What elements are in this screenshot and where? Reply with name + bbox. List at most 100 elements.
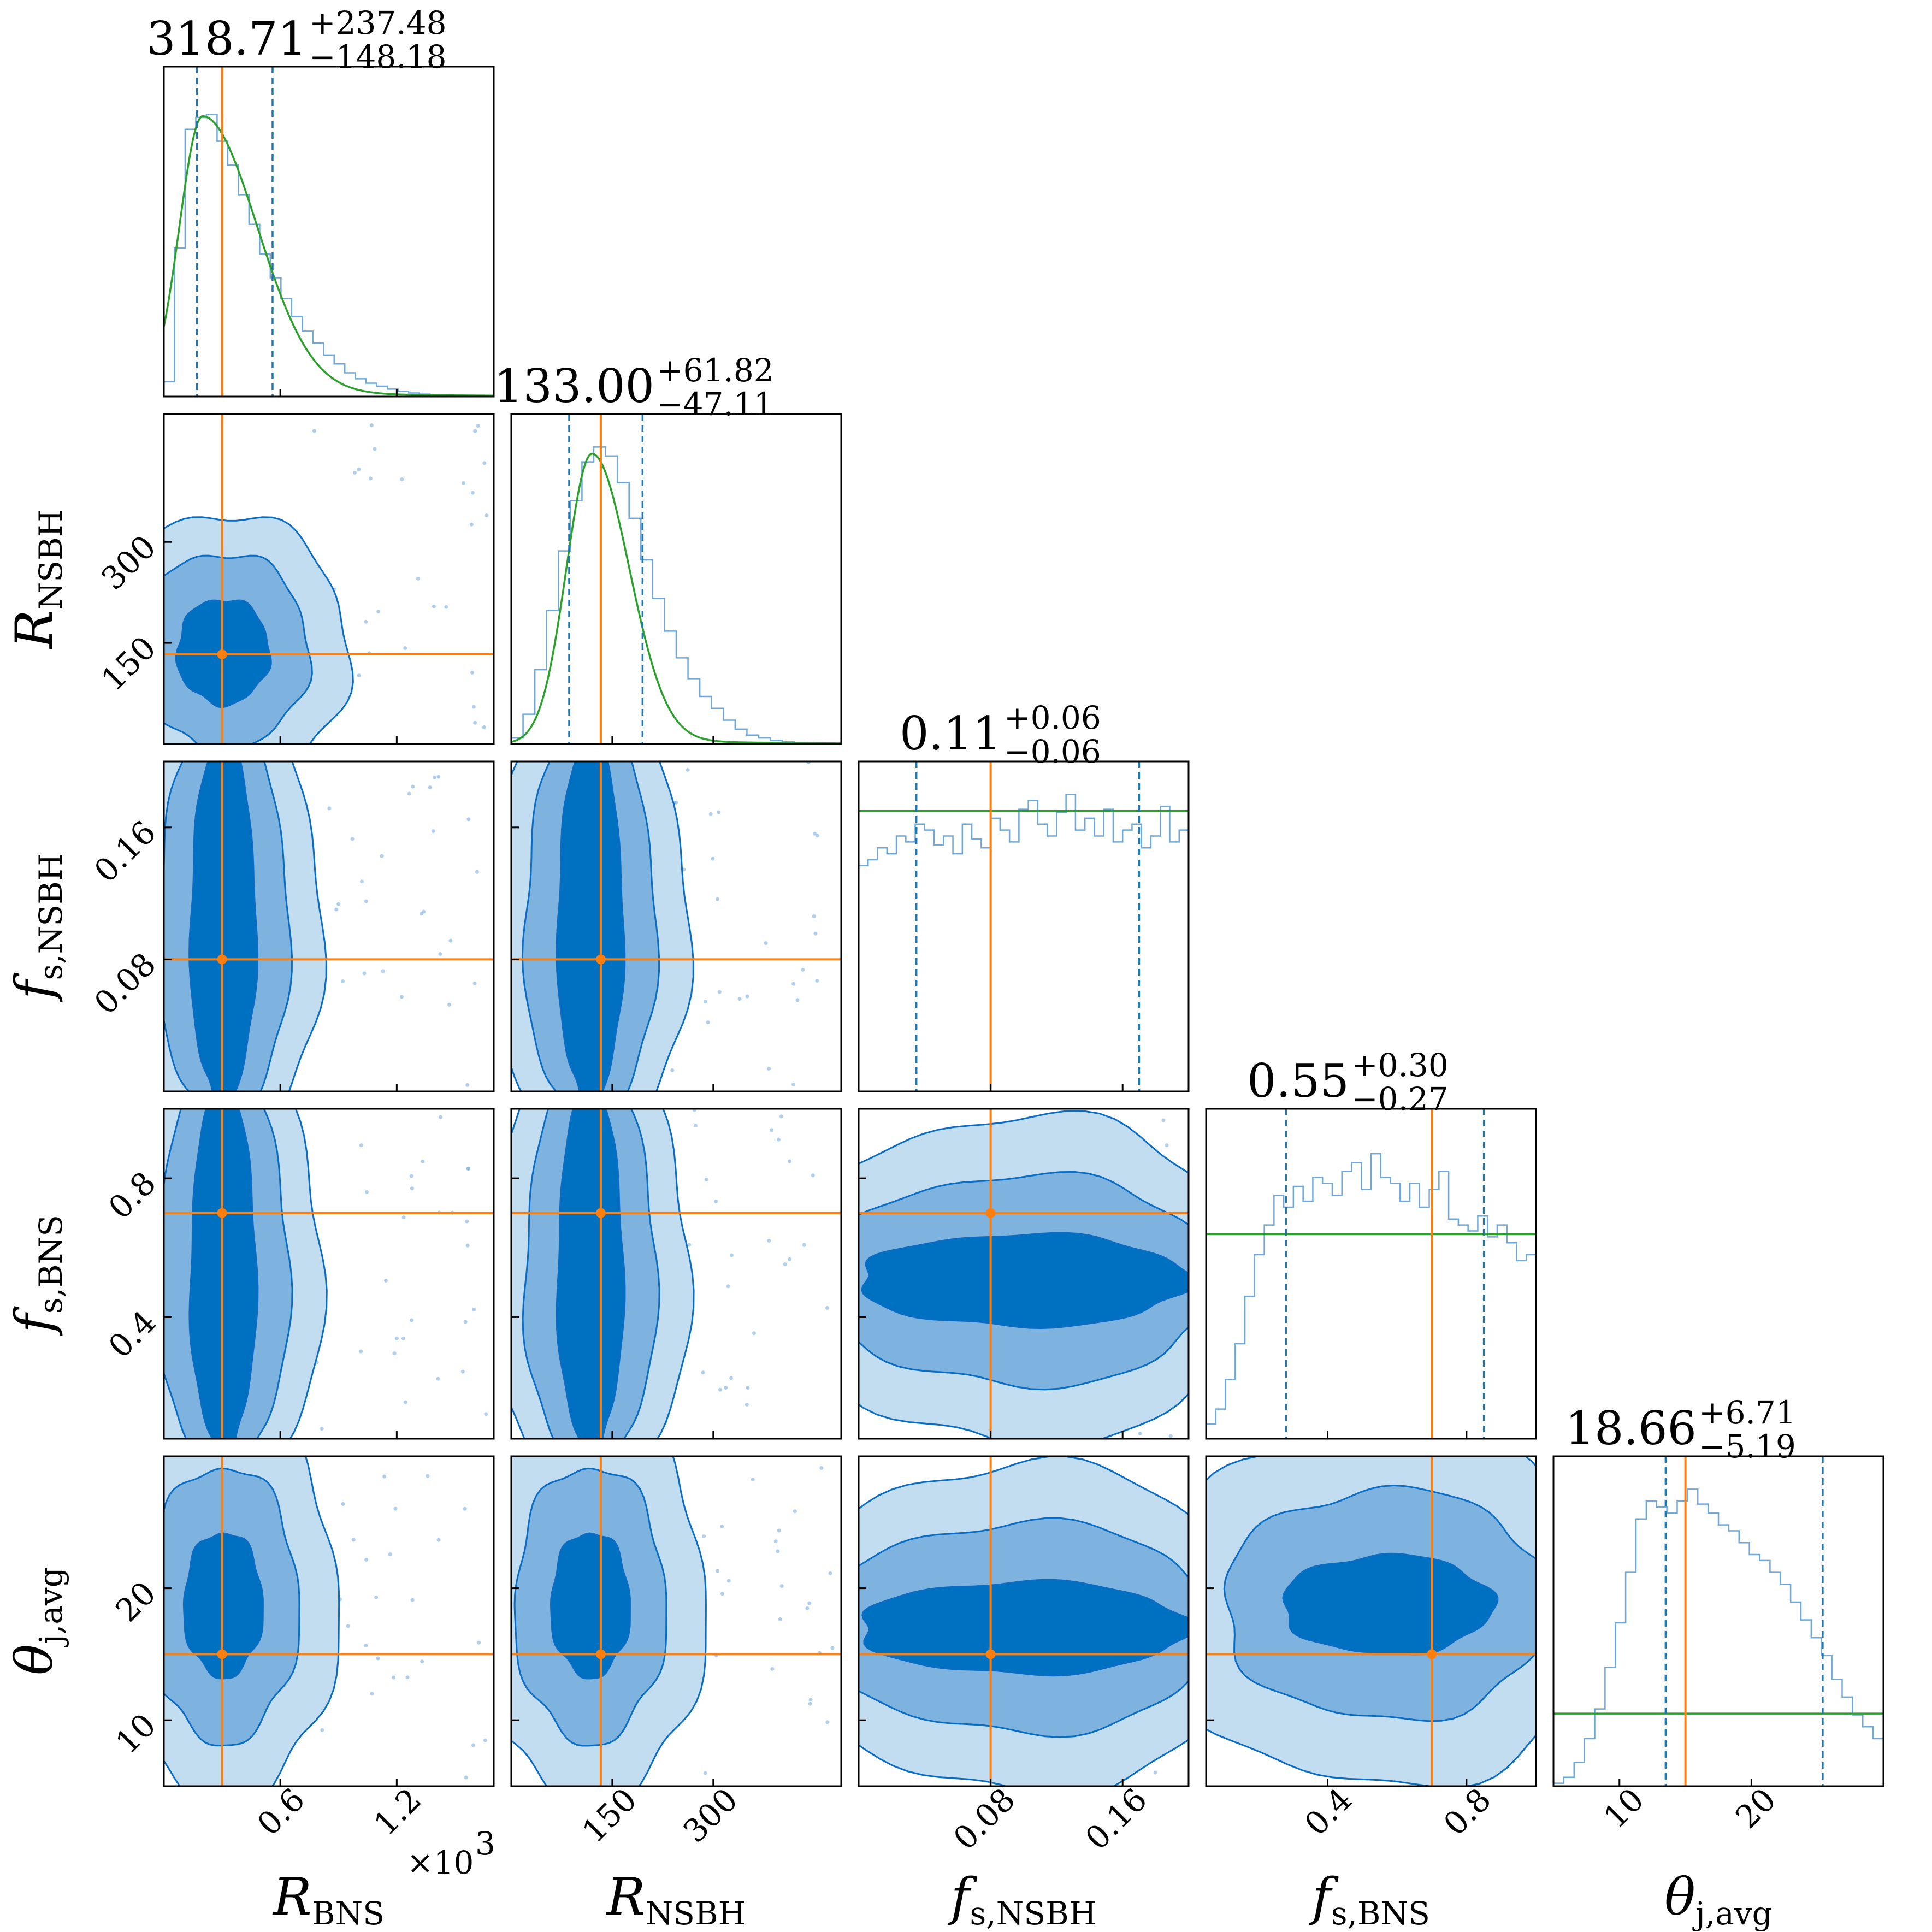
x-axis-label-f_s_BNS: fs,BNS: [1309, 1868, 1430, 1932]
scatter-dot: [473, 720, 477, 725]
frame-theta_j_avg-vs-f_s_BNS: [1205, 1455, 1537, 1787]
scatter-dot: [320, 1427, 324, 1431]
scatter-dot: [469, 522, 474, 527]
contours-f_s_BNS-vs-f_s_NSBH: [859, 1109, 1189, 1439]
truth-point: [217, 649, 227, 660]
x-multiplier-R_BNS: ×10: [407, 1844, 474, 1881]
y-tick-label-f_s_NSBH: 0.08: [87, 946, 163, 1021]
contour-level-inner: [188, 1109, 259, 1439]
contour-level-inner: [182, 1532, 264, 1680]
axis-symbol: θ: [5, 1644, 64, 1675]
scatter-dot: [779, 1584, 784, 1588]
scatter-dot: [783, 1262, 787, 1266]
scatter-dot: [791, 1082, 796, 1086]
scatter-dot: [465, 1219, 469, 1224]
axis-subscript: s,BNS: [32, 1215, 69, 1314]
title-plus-R_BNS: +237.48: [309, 4, 447, 42]
scatter-dot: [368, 476, 373, 481]
x-axis-label-R_NSBH: RNSBH: [606, 1868, 746, 1932]
panel-R_NSBH-vs-R_BNS: [163, 413, 495, 745]
scatter-dot: [407, 791, 411, 796]
scatter-dot: [409, 1174, 413, 1178]
scatter-dot: [482, 461, 487, 465]
scatter-dot: [1161, 1118, 1166, 1122]
scatter-dot: [472, 981, 477, 985]
scatter-dot: [359, 879, 364, 884]
scatter-dot: [801, 967, 805, 972]
histogram-f_s_BNS: [1205, 1153, 1537, 1439]
scatter-dot: [364, 1190, 369, 1194]
scatter-dot: [422, 909, 426, 914]
scatter-dot: [438, 952, 442, 956]
scatter-dot: [776, 1549, 780, 1553]
scatter-dot: [805, 1606, 810, 1610]
contours-f_s_NSBH-vs-R_NSBH: [511, 761, 841, 1091]
x-tick-label-theta_j_avg: 10: [1597, 1781, 1651, 1835]
scatter-dot: [374, 1595, 379, 1599]
frame-f_s_NSBH-vs-R_NSBH: [510, 760, 842, 1092]
contours-theta_j_avg-vs-f_s_NSBH: [859, 1456, 1189, 1786]
axis-subscript: j,avg: [1692, 1895, 1773, 1932]
scatter-dot: [706, 1020, 710, 1025]
x-axis-label-R_BNS: RBNS: [272, 1868, 385, 1932]
scatter-dot: [726, 1284, 730, 1289]
y-tick-label-R_NSBH: 150: [94, 629, 163, 698]
frame-diag-theta_j_avg: [1552, 1455, 1884, 1787]
contours-f_s_BNS-vs-R_BNS: [164, 1109, 494, 1439]
scatter-dot: [811, 1173, 815, 1178]
scatter-dot: [416, 576, 420, 581]
scatter-dot: [341, 1502, 345, 1506]
scatter-dot: [403, 646, 407, 651]
panel-theta_j_avg-vs-f_s_BNS: [1205, 1455, 1537, 1787]
scatter-dot: [767, 1238, 771, 1243]
scatter-dot: [687, 1243, 692, 1247]
title-median-f_s_NSBH: 0.11: [900, 707, 1002, 760]
x-tick-label-theta_j_avg: 20: [1728, 1781, 1783, 1835]
contour-level-inner: [861, 1232, 1189, 1330]
scatter-dot: [393, 1506, 398, 1511]
x-tick-label-f_s_NSBH: 0.08: [946, 1781, 1022, 1857]
scatter-dot: [1165, 1143, 1169, 1148]
scatter-dot: [357, 467, 361, 471]
axis-subscript: s,NSBH: [970, 1895, 1096, 1932]
scatter-dot: [704, 1178, 708, 1182]
scatter-dot: [693, 1124, 698, 1128]
scatter-dot: [381, 969, 385, 973]
scatter-dot: [400, 477, 404, 482]
scatter-dot: [405, 1675, 410, 1680]
axis-subscript: NSBH: [32, 510, 69, 610]
scatter-dot: [341, 979, 345, 984]
scatter-dot: [726, 1579, 731, 1583]
scatter-dot: [401, 1336, 406, 1340]
scatter-dot: [751, 1478, 755, 1482]
scatter-dot: [436, 1376, 440, 1381]
contours-theta_j_avg-vs-R_BNS: [164, 1456, 494, 1786]
scatter-dot: [795, 998, 800, 1002]
scatter-dot: [802, 1243, 806, 1247]
scatter-dot: [401, 1215, 406, 1220]
panel-f_s_BNS-vs-R_BNS: [163, 1108, 495, 1440]
scatter-dot: [352, 470, 357, 475]
title-minus-R_NSBH: −47.11: [657, 386, 774, 423]
diag-panel-R_BNS: 318.71 +237.48−148.18: [146, 4, 495, 398]
scatter-dot: [718, 1387, 722, 1392]
scatter-dot: [410, 1318, 414, 1322]
histogram-R_NSBH: [510, 446, 841, 745]
scatter-dot: [717, 990, 722, 994]
scatter-dot: [715, 897, 719, 901]
frame-theta_j_avg-vs-f_s_NSBH: [858, 1455, 1190, 1787]
axis-subscript: j,avg: [32, 1567, 69, 1647]
scatter-dot: [777, 1528, 781, 1533]
scatter-dot: [767, 1066, 771, 1071]
scatter-dot: [670, 1068, 675, 1072]
scatter-dot: [392, 1351, 397, 1356]
scatter-dot: [448, 938, 453, 943]
scatter-dot: [475, 870, 479, 874]
scatter-dot: [461, 481, 465, 485]
scatter-dot: [476, 424, 480, 428]
scatter-dot: [369, 423, 374, 428]
scatter-dot: [703, 1771, 707, 1775]
scatter-dot: [364, 1644, 368, 1648]
scatter-dot: [334, 907, 339, 912]
